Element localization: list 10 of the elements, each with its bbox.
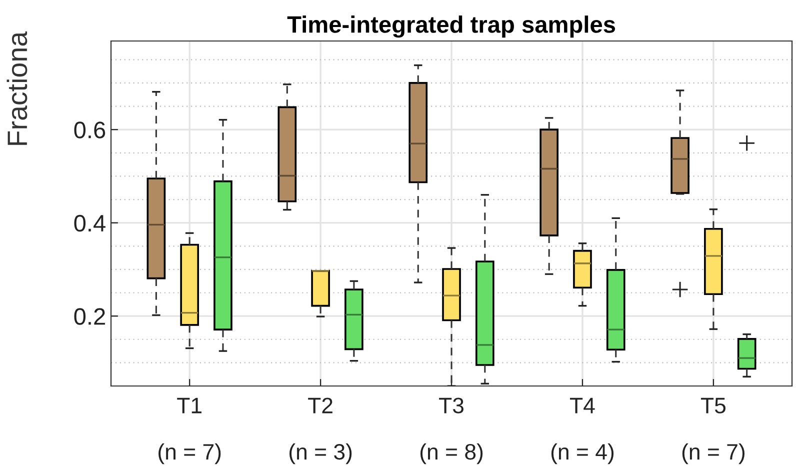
- category-label: T5 (n = 7): [682, 398, 744, 464]
- y-axis-title: Fractiona: [6, 31, 28, 145]
- category-label: T2 (n = 3): [290, 398, 352, 464]
- category-label: T1 (n = 7): [158, 398, 221, 464]
- y-tick-label: 0.2: [74, 308, 105, 325]
- y-tick-label: 0.4: [74, 214, 106, 232]
- y-tick-label: 0.6: [74, 122, 106, 138]
- chart-title: Time-integrated trap samples: [287, 16, 616, 38]
- category-label: T3 (n = 8): [420, 398, 483, 464]
- category-label: T4 (n = 4): [551, 398, 614, 464]
